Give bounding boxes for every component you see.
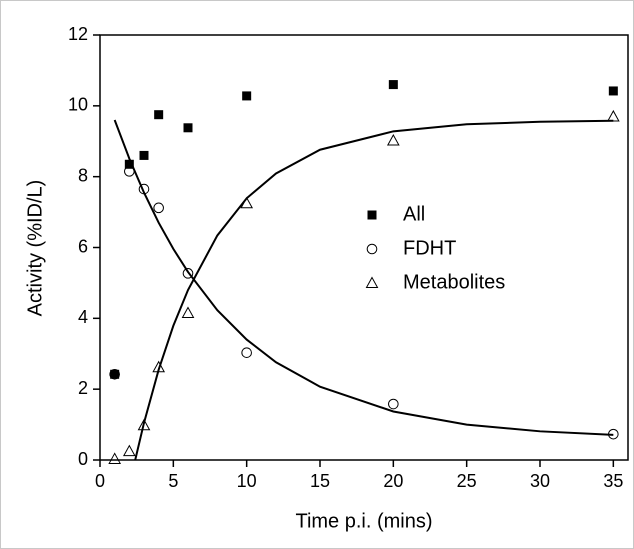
y-tick-label: 4 xyxy=(78,307,88,327)
x-tick-label: 15 xyxy=(310,471,330,491)
marker-square xyxy=(124,159,134,169)
x-tick-label: 30 xyxy=(530,471,550,491)
legend-marker xyxy=(366,243,378,255)
marker-circle xyxy=(388,398,399,410)
y-tick-label: 10 xyxy=(68,95,88,115)
legend-marker xyxy=(365,276,379,288)
legend-label: FDHT xyxy=(403,237,456,259)
marker-triangle xyxy=(181,306,195,319)
y-tick-label: 0 xyxy=(78,449,88,469)
y-tick-label: 12 xyxy=(68,24,88,44)
marker-circle xyxy=(109,368,120,380)
marker-square xyxy=(242,91,252,101)
marker-circle xyxy=(182,268,194,279)
x-tick-label: 25 xyxy=(457,471,477,491)
marker-circle xyxy=(153,202,164,214)
marker-square xyxy=(183,123,193,133)
marker-square xyxy=(608,86,618,96)
x-tick-label: 0 xyxy=(95,471,105,491)
y-tick-label: 6 xyxy=(78,236,88,256)
marker-triangle xyxy=(386,134,400,146)
marker-triangle xyxy=(137,418,151,431)
marker-square xyxy=(388,80,398,90)
y-axis-label: Activity (%ID/L) xyxy=(24,180,46,317)
x-tick-label: 5 xyxy=(168,471,178,491)
marker-triangle xyxy=(108,452,122,464)
y-tick-label: 2 xyxy=(78,378,88,398)
legend-label: All xyxy=(403,203,425,225)
y-tick-label: 8 xyxy=(78,165,88,185)
marker-square xyxy=(139,150,149,160)
x-tick-label: 10 xyxy=(237,471,257,491)
marker-circle xyxy=(241,347,252,358)
legend-label: Metabolites xyxy=(403,271,505,293)
legend-marker xyxy=(367,210,377,220)
fit-curve xyxy=(113,119,614,436)
x-axis-label: Time p.i. (mins) xyxy=(295,510,432,532)
fit-curve xyxy=(134,119,614,461)
x-tick-label: 35 xyxy=(603,471,623,491)
x-tick-label: 20 xyxy=(383,471,403,491)
marker-square xyxy=(110,369,120,379)
marker-square xyxy=(154,110,164,120)
marker-triangle xyxy=(122,444,136,457)
